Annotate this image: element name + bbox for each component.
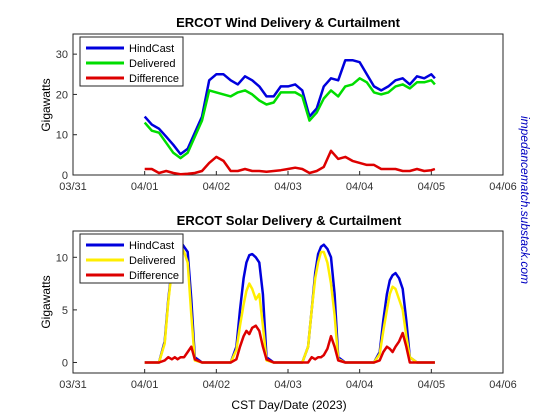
solar-series-lines [144, 240, 435, 364]
solar-legend-delivered: Delivered [129, 255, 175, 267]
wind-series-lines [143, 58, 436, 176]
wind-legend-hindcast: HindCast [129, 43, 174, 55]
wind-axis-ticks: 03/31 04/01 04/02 04/03 04/04 04/05 04/06 0 10 20… [56, 49, 517, 193]
solar-legend: HindCast Delivered Difference [79, 233, 184, 284]
x-tick-label: 04/05 [418, 181, 446, 193]
solar-chart: ERCOT Solar Delivery & Curtailment Gigaw… [39, 213, 517, 391]
y-tick-label: 20 [56, 89, 68, 101]
watermark-text: impedancematch.substack.com [518, 116, 532, 284]
x-tick-label: 04/01 [131, 379, 159, 391]
solar-legend-hindcast: HindCast [129, 240, 174, 252]
wind-y-axis-label: Gigawatts [39, 78, 53, 131]
solar-y-axis-label: Gigawatts [39, 275, 53, 328]
x-tick-label: 04/02 [203, 379, 231, 391]
wind-chart: ERCOT Wind Delivery & Curtailment Gigawa… [39, 15, 517, 193]
wind-legend: HindCast Delivered Difference [79, 36, 184, 87]
y-tick-label: 0 [62, 170, 68, 182]
y-tick-label: 10 [56, 130, 68, 142]
x-tick-label: 04/04 [346, 379, 374, 391]
x-axis-label: CST Day/Date (2023) [231, 398, 346, 412]
x-tick-label: 04/02 [203, 181, 231, 193]
series-line-hindcast [143, 58, 436, 156]
wind-chart-title: ERCOT Wind Delivery & Curtailment [176, 15, 400, 30]
wind-legend-difference: Difference [129, 73, 179, 85]
y-tick-label: 30 [56, 49, 68, 61]
series-line-difference [144, 324, 435, 364]
solar-legend-difference: Difference [129, 270, 179, 282]
series-line-delivered [143, 77, 436, 160]
series-line-difference [144, 149, 436, 176]
x-tick-label: 04/03 [274, 379, 302, 391]
y-tick-label: 0 [62, 357, 68, 369]
x-tick-label: 04/06 [489, 181, 517, 193]
y-tick-label: 10 [56, 252, 68, 264]
wind-legend-delivered: Delivered [129, 58, 175, 70]
solar-chart-title: ERCOT Solar Delivery & Curtailment [177, 213, 402, 228]
x-tick-label: 04/01 [131, 181, 159, 193]
x-tick-label: 04/06 [489, 379, 517, 391]
y-tick-label: 5 [62, 305, 68, 317]
x-tick-label: 03/31 [59, 181, 87, 193]
solar-axis-ticks: 03/31 04/01 04/02 04/03 04/04 04/05 04/06 0 5 10 [56, 252, 517, 391]
x-tick-label: 04/03 [274, 181, 302, 193]
x-tick-label: 04/04 [346, 181, 374, 193]
x-tick-label: 03/31 [59, 379, 87, 391]
x-tick-label: 04/05 [418, 379, 446, 391]
